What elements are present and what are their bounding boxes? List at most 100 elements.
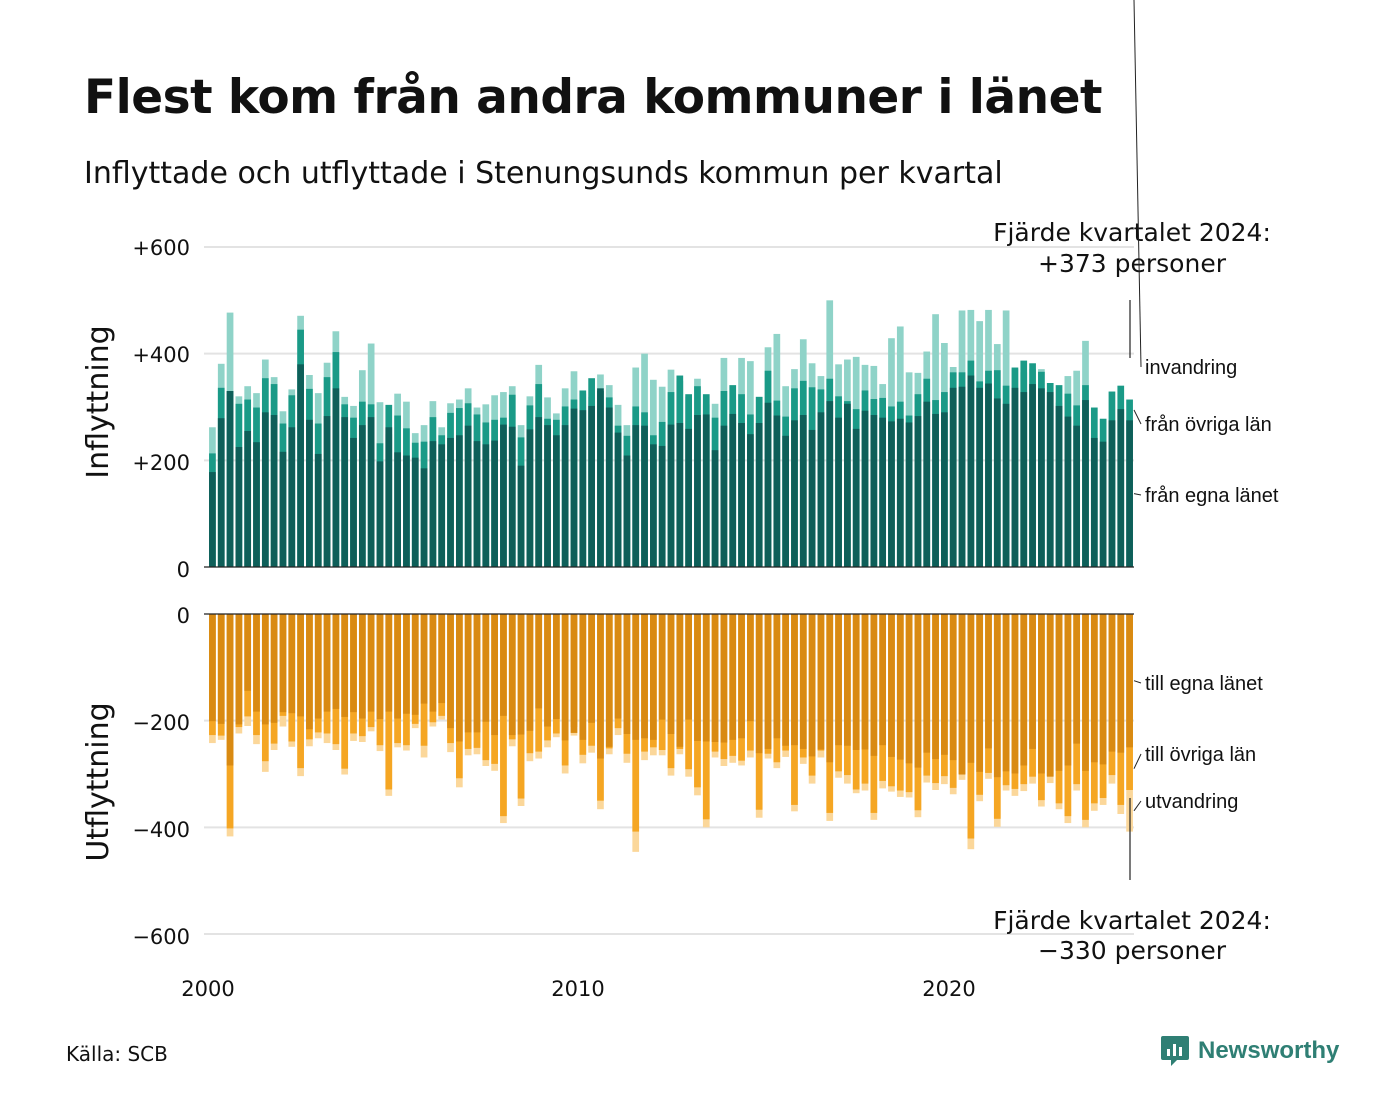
inflow-bar-segment [861, 410, 869, 567]
inflow-bar-segment [244, 431, 252, 567]
outflow-bar-segment [508, 614, 516, 736]
xtick-2000: 2000 [181, 977, 234, 1001]
inflow-bar-segment [1108, 420, 1116, 567]
inflow-bar-segment [1002, 403, 1010, 567]
inflow-bar-segment [332, 388, 340, 567]
outflow-bar-segment [1002, 614, 1010, 772]
outflow-bar-segment [976, 614, 984, 772]
outflow-bar-segment [1046, 614, 1054, 777]
inflow-bar-segment [694, 415, 701, 567]
label-utvandring: utvandring [1145, 791, 1238, 813]
inflow-bar-segment [517, 465, 525, 567]
outflow-bar-segment [941, 614, 948, 755]
inflow-bar-segment [870, 415, 878, 567]
inflow-bar-segment [394, 452, 401, 567]
outflow-bar-segment [905, 614, 913, 764]
inflow-bar-segment [738, 423, 745, 567]
outflow-bar-segment [376, 614, 384, 720]
inflow-bar-segment [967, 375, 975, 567]
inflow-bar-segment [1099, 441, 1107, 567]
inflow-bar-segment [632, 425, 640, 567]
outflow-bar-segment [914, 614, 922, 768]
label-invandring: invandring [1145, 357, 1237, 379]
outflow-bar-segment [835, 614, 842, 746]
inflow-bar-segment [896, 418, 904, 567]
inflow-bar-segment [1029, 384, 1036, 567]
inflow-bar-segment [553, 435, 560, 567]
inflow-bars [209, 300, 1133, 567]
leader-fran-egna-lanet [1133, 493, 1142, 496]
outflow-bar-segment [464, 614, 472, 733]
inflow-bar-segment [473, 441, 481, 567]
inflow-bar-segment [949, 387, 957, 567]
bottom-ytick-200: −200 [132, 711, 190, 735]
inflow-bar-segment [491, 440, 498, 567]
bottom-annotation-line2: −330 personer [1038, 936, 1227, 965]
inflow-bar-segment [879, 417, 887, 567]
leader-invandring [1133, 0, 1142, 368]
inflow-bar-segment [455, 435, 463, 567]
outflow-bar-segment [817, 614, 825, 750]
outflow-bar-segment [429, 614, 437, 712]
outflow-bar-segment [738, 614, 745, 739]
source-note: Källa: SCB [66, 1042, 168, 1066]
chart-subtitle: Inflyttade och utflyttade i Stenungsunds… [84, 156, 1003, 191]
outflow-bar-segment [473, 614, 481, 733]
outflow-bar-segment [579, 614, 587, 740]
inflow-bar-segment [650, 444, 657, 567]
inflow-bar-segment [367, 417, 375, 567]
newsworthy-brand[interactable]: Newsworthy [1160, 1034, 1339, 1068]
top-annotation-line1: Fjärde kvartalet 2024: [993, 218, 1271, 247]
bottom-ytick-600: −600 [132, 925, 190, 949]
outflow-bar-segment [447, 614, 454, 729]
inflow-bar-segment [420, 468, 428, 567]
outflow-bar-segment [306, 614, 313, 730]
inflow-bar-segment [808, 429, 816, 567]
outflow-bar-segment [288, 614, 296, 714]
inflow-bar-segment [1090, 437, 1098, 567]
label-till-egna-lanet: till egna länet [1145, 673, 1263, 695]
inflow-bar-segment [711, 450, 719, 567]
inflow-bar-segment [217, 418, 225, 567]
inflow-bar-segment [976, 387, 984, 567]
inflow-bar-segment [403, 455, 410, 567]
outflow-bar-segment [852, 614, 860, 750]
outflow-bar-segment [949, 614, 957, 761]
outflow-bar-segment [985, 614, 992, 749]
outflow-bar-segment [561, 614, 569, 741]
inflow-bar-segment [641, 425, 648, 567]
inflow-bar-segment [376, 461, 384, 567]
outflow-bar-segment [411, 614, 419, 715]
outflow-bar-segment [279, 614, 287, 713]
outflow-bar-segment [755, 614, 763, 754]
inflow-bar-segment [579, 410, 587, 567]
xtick-2020: 2020 [922, 977, 975, 1001]
inflow-bar-segment [235, 447, 243, 567]
outflow-bar-segment [685, 614, 692, 720]
newsworthy-logo-icon [1161, 1036, 1189, 1066]
inflow-bar-segment [985, 383, 992, 567]
outflow-bar-segment [632, 614, 640, 740]
outflow-bar-segment [1099, 614, 1107, 765]
outflow-bar-segment [544, 614, 551, 727]
outflow-bar-segment [896, 614, 904, 760]
inflow-bar-segment [1011, 387, 1019, 567]
inflow-bar-segment [844, 403, 851, 567]
inflow-segment-labels: från egna länet från övriga län invandri… [1133, 0, 1279, 507]
inflow-bar-segment [323, 416, 331, 567]
inflow-bar-segment [253, 442, 260, 567]
outflow-bar-segment [314, 614, 322, 719]
outflow-bar-segment [1073, 614, 1081, 744]
top-ytick-200: +200 [132, 451, 190, 475]
outflow-bar-segment [235, 614, 243, 725]
leader-fran-ovriga-lan [1133, 409, 1142, 425]
outflow-bar-segment [711, 614, 719, 742]
outflow-bar-segment [358, 614, 366, 719]
top-ytick-0: 0 [177, 558, 190, 582]
inflow-bar-segment [226, 391, 234, 567]
inflow-bar-segment [411, 457, 419, 567]
inflow-bar-segment [438, 444, 446, 567]
inflow-bar-segment [341, 417, 349, 567]
bottom-ytick-0: 0 [177, 604, 190, 628]
